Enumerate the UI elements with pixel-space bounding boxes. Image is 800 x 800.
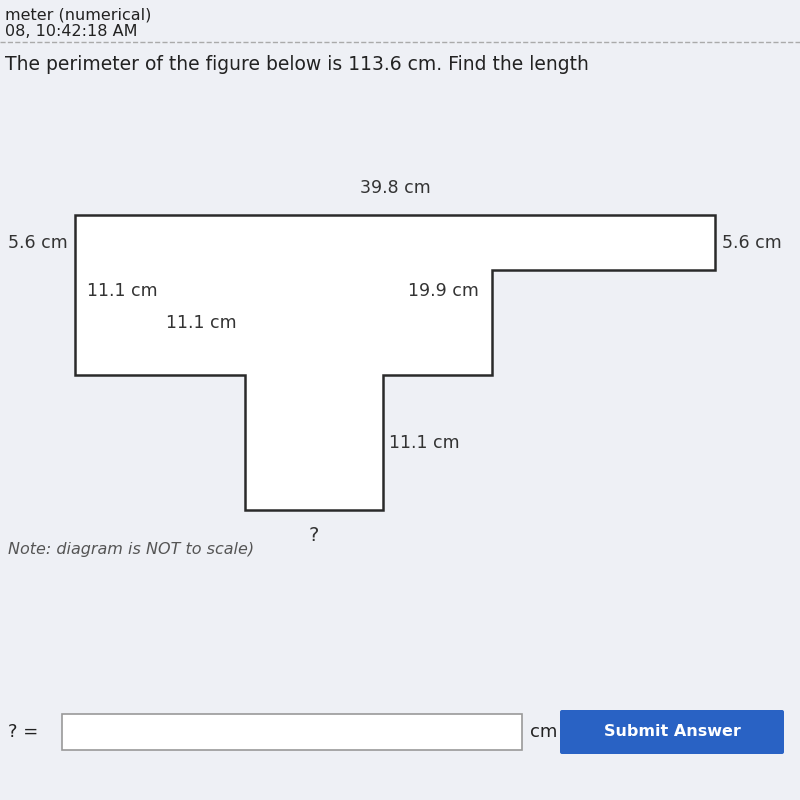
Text: meter (numerical): meter (numerical) — [5, 7, 151, 22]
Text: Note: diagram is NOT to scale): Note: diagram is NOT to scale) — [8, 542, 254, 557]
Text: ?: ? — [309, 526, 319, 545]
Text: Submit Answer: Submit Answer — [603, 725, 741, 739]
Text: The perimeter of the figure below is 113.6 cm. Find the length: The perimeter of the figure below is 113… — [5, 55, 589, 74]
Text: 5.6 cm: 5.6 cm — [8, 234, 68, 251]
Text: 5.6 cm: 5.6 cm — [722, 234, 782, 251]
Text: 19.9 cm: 19.9 cm — [408, 282, 479, 300]
Text: 11.1 cm: 11.1 cm — [166, 314, 237, 331]
Text: 11.1 cm: 11.1 cm — [389, 434, 460, 451]
Text: 11.1 cm: 11.1 cm — [87, 282, 158, 300]
Polygon shape — [75, 215, 715, 510]
Text: 39.8 cm: 39.8 cm — [360, 179, 430, 197]
Text: ? =: ? = — [8, 723, 38, 741]
Text: 08, 10:42:18 AM: 08, 10:42:18 AM — [5, 24, 138, 39]
FancyBboxPatch shape — [62, 714, 522, 750]
FancyBboxPatch shape — [560, 710, 784, 754]
Text: cm: cm — [530, 723, 558, 741]
